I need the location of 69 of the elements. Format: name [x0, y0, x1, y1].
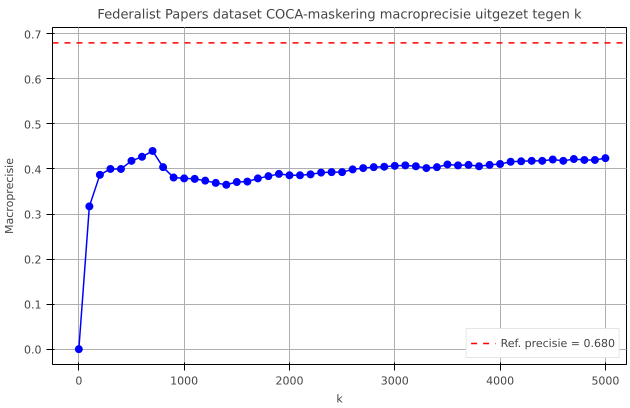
point [517, 157, 526, 166]
point [401, 161, 410, 170]
y-axis-title: Macroprecisie [3, 158, 16, 234]
point [222, 180, 230, 189]
point [201, 176, 210, 185]
y-tick-label: 0.2 [24, 254, 42, 267]
point [538, 156, 546, 165]
chart-title: Federalist Papers dataset COCA-maskering macroprecisie uitgezet tegen k [97, 8, 582, 22]
point [380, 162, 388, 171]
point [317, 168, 326, 177]
point [106, 164, 114, 173]
x-tick-label: 2000 [275, 374, 304, 388]
x-axis-title: k [336, 392, 344, 406]
point [548, 156, 557, 164]
point [274, 170, 283, 178]
point [454, 161, 462, 170]
point [212, 178, 220, 187]
point [570, 155, 578, 164]
point [127, 156, 136, 165]
point [232, 178, 241, 186]
point [116, 164, 125, 173]
point [464, 160, 473, 169]
point [486, 160, 494, 169]
point [190, 174, 199, 183]
y-tick-label: 0.1 [24, 298, 42, 312]
point [432, 163, 441, 172]
point [348, 165, 357, 174]
point [296, 171, 304, 180]
x-tick-label: 1000 [170, 374, 198, 388]
point [170, 174, 178, 182]
y-tick-label: 0.4 [24, 163, 42, 176]
point [443, 160, 452, 168]
point [254, 174, 262, 182]
point [370, 163, 378, 172]
x-tick-label: 4000 [486, 374, 514, 388]
point [85, 202, 94, 210]
point [285, 171, 294, 180]
point [180, 174, 188, 182]
point [243, 178, 252, 186]
point [580, 156, 588, 164]
point [422, 164, 430, 172]
point [338, 168, 346, 176]
point [148, 146, 157, 155]
point [159, 163, 168, 172]
point [390, 162, 399, 170]
y-tick-label: 0.3 [24, 208, 42, 222]
point [412, 162, 420, 170]
point [138, 152, 146, 161]
x-tick-label: 0 [75, 374, 82, 388]
y-tick-label: 0.7 [24, 28, 42, 42]
point [559, 156, 568, 165]
point [590, 156, 599, 164]
x-tick-label: 3000 [380, 374, 409, 388]
point [264, 172, 272, 180]
point [328, 168, 336, 176]
y-tick-label: 0.5 [24, 118, 42, 132]
legend-label: Ref. precisie = 0.680 [500, 336, 615, 350]
point [74, 345, 83, 354]
point [475, 162, 484, 170]
y-tick-label: 0.6 [24, 73, 42, 86]
point [601, 154, 610, 162]
point [506, 158, 515, 166]
x-tick-label: 5000 [591, 374, 620, 388]
point [306, 170, 315, 178]
point [96, 170, 104, 179]
y-tick-label: 0.0 [24, 344, 42, 357]
point [359, 164, 368, 172]
point [496, 160, 504, 168]
point [528, 156, 536, 165]
